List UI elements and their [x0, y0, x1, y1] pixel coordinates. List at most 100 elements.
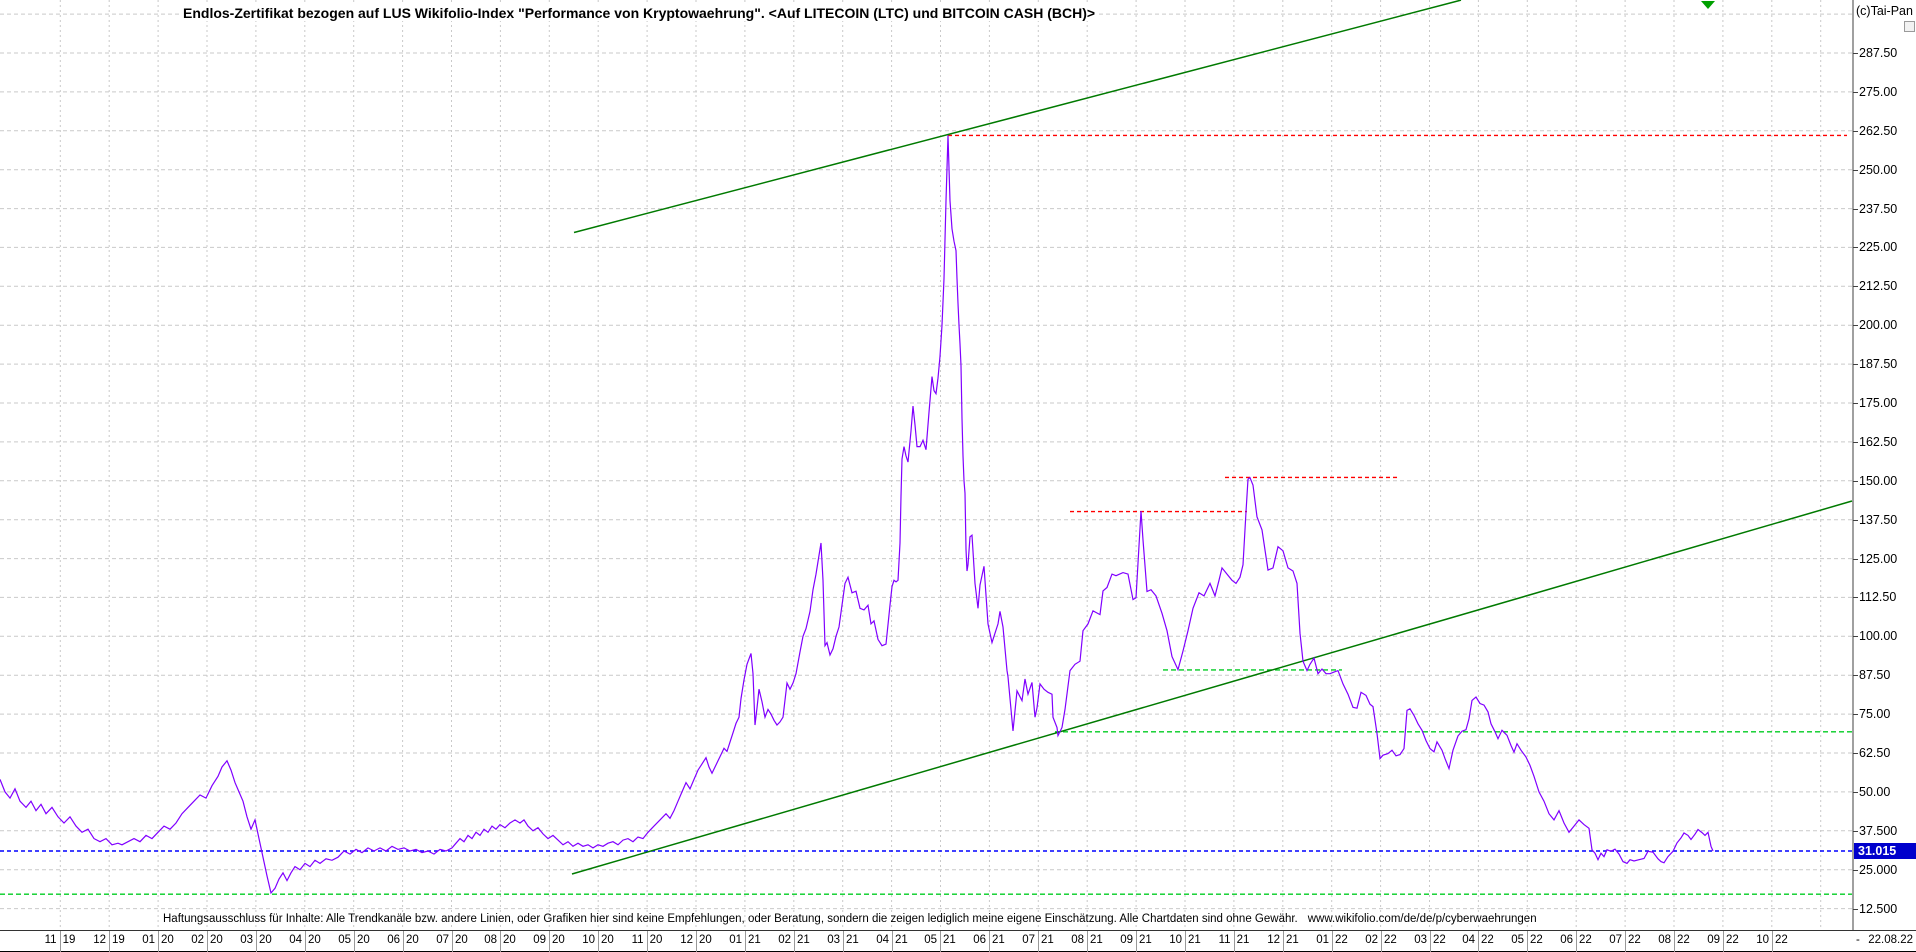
month-number: 06 [973, 934, 986, 946]
x-axis-month-label: 01 22 [1310, 934, 1354, 946]
x-axis-month-label: 04 22 [1456, 934, 1500, 946]
year-number: 20 [406, 934, 419, 946]
year-number: 22 [1677, 934, 1690, 946]
y-axis-label: 50.00 [1859, 785, 1891, 799]
upper-channel-line [573, 0, 1462, 234]
year-number: 21 [1041, 934, 1054, 946]
x-axis-tick [1234, 931, 1235, 952]
year-number: 21 [1286, 934, 1299, 946]
x-axis-tick [1332, 931, 1333, 952]
x-axis-tick [207, 931, 208, 952]
y-axis-tick [1853, 442, 1858, 443]
x-axis-month-label: 12 19 [87, 934, 131, 946]
year-number: 21 [943, 934, 956, 946]
month-number: 05 [924, 934, 937, 946]
year-number: 22 [1384, 934, 1397, 946]
month-number: 03 [827, 934, 840, 946]
month-number: 12 [93, 934, 106, 946]
y-axis-tick [1853, 714, 1858, 715]
x-axis-month-label: 09 20 [527, 934, 571, 946]
y-axis-tick [1853, 53, 1858, 54]
month-number: 11 [631, 934, 644, 946]
y-axis-label: 12.500 [1859, 902, 1898, 916]
x-axis-month-label: 08 22 [1652, 934, 1696, 946]
y-axis-tick [1853, 831, 1858, 832]
axis-separator-dash: - [1856, 934, 1860, 946]
x-axis-tick [256, 931, 257, 952]
disclaimer-body: Haftungsausschluss für Inhalte: Alle Tre… [163, 913, 1298, 925]
x-axis-month-label: 02 22 [1359, 934, 1403, 946]
y-axis-label: 200.00 [1859, 318, 1898, 332]
month-number: 08 [1658, 934, 1671, 946]
y-axis-tick [1853, 209, 1858, 210]
month-number: 12 [1267, 934, 1280, 946]
x-axis-tick [647, 931, 648, 952]
y-axis-tick [1853, 364, 1858, 365]
year-number: 21 [846, 934, 859, 946]
x-axis-tick [354, 931, 355, 952]
year-number: 20 [357, 934, 370, 946]
y-axis-tick [1853, 559, 1858, 560]
x-axis-tick [109, 931, 110, 952]
x-axis-month-label: 08 20 [478, 934, 522, 946]
year-number: 21 [1090, 934, 1103, 946]
year-number: 20 [699, 934, 712, 946]
x-axis-tick [1478, 931, 1479, 952]
x-axis-tick [1625, 931, 1626, 952]
x-axis-month-label: 10 22 [1750, 934, 1794, 946]
x-axis-tick [745, 931, 746, 952]
y-axis-tick [1853, 131, 1858, 132]
x-axis-month-label: 06 22 [1554, 934, 1598, 946]
y-axis-label: 175.00 [1859, 396, 1898, 410]
year-number: 20 [259, 934, 272, 946]
x-axis-tick [696, 931, 697, 952]
year-number: 22 [1726, 934, 1739, 946]
x-axis-tick [1576, 931, 1577, 952]
y-axis-label: 262.50 [1859, 124, 1898, 138]
x-axis-tick [1185, 931, 1186, 952]
price-line [0, 135, 1714, 895]
x-axis-month-label: 01 20 [136, 934, 180, 946]
year-number: 22 [1433, 934, 1446, 946]
month-number: 04 [289, 934, 302, 946]
month-number: 02 [191, 934, 204, 946]
y-axis-label: 62.50 [1859, 746, 1891, 760]
x-axis-month-label: 11 21 [1212, 934, 1256, 946]
year-number: 19 [62, 934, 76, 946]
y-axis-label: 275.00 [1859, 85, 1898, 99]
x-axis-tick [1283, 931, 1284, 952]
x-axis-month-label: 10 21 [1163, 934, 1207, 946]
y-axis-tick [1853, 870, 1858, 871]
year-number: 20 [161, 934, 174, 946]
month-number: 10 [582, 934, 595, 946]
year-number: 20 [455, 934, 468, 946]
month-number: 03 [240, 934, 253, 946]
month-number: 07 [1022, 934, 1035, 946]
x-axis-month-label: 07 20 [430, 934, 474, 946]
x-axis-tick [989, 931, 990, 952]
x-axis-tick [1430, 931, 1431, 952]
y-axis-label: 287.50 [1859, 46, 1898, 60]
x-axis-month-label: 11 20 [625, 934, 669, 946]
y-axis-tick [1853, 792, 1858, 793]
month-number: 02 [778, 934, 791, 946]
x-axis-tick [598, 931, 599, 952]
year-number: 21 [895, 934, 908, 946]
month-number: 12 [680, 934, 693, 946]
month-number: 06 [1560, 934, 1573, 946]
x-axis-month-label: 12 20 [674, 934, 718, 946]
x-axis-tick [1527, 931, 1528, 952]
y-axis-label: 237.50 [1859, 202, 1898, 216]
collapse-box-icon[interactable] [1904, 21, 1915, 32]
y-axis-label: 87.50 [1859, 668, 1891, 682]
top-marker-triangle-icon [1701, 1, 1715, 9]
x-axis-tick [305, 931, 306, 952]
year-number: 20 [308, 934, 321, 946]
y-axis-label: 150.00 [1859, 474, 1898, 488]
x-axis-month-label: 09 22 [1701, 934, 1745, 946]
month-number: 09 [533, 934, 546, 946]
x-axis-month-label: 04 21 [870, 934, 914, 946]
y-axis-tick [1853, 286, 1858, 287]
x-axis-month-label: 05 20 [332, 934, 376, 946]
y-axis-tick [1853, 520, 1858, 521]
